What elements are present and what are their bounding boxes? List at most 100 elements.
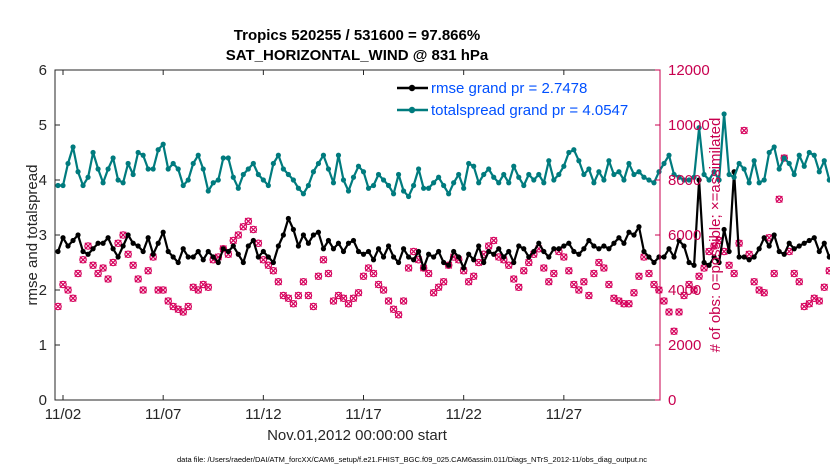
totalspread-point (150, 166, 156, 172)
rmse-point (501, 254, 507, 260)
obs-assimilated-marker (249, 225, 257, 234)
totalspread-point (601, 177, 607, 183)
obs-point (284, 294, 293, 303)
obs-possible-marker (204, 283, 213, 292)
totalspread-point (786, 160, 792, 167)
obs-possible-marker (825, 266, 830, 275)
obs-assimilated-marker (650, 280, 658, 289)
rmse-point (426, 251, 432, 257)
legend-spread-marker (408, 106, 416, 114)
rmse-point (546, 254, 552, 260)
rmse-point (511, 259, 517, 266)
obs-possible-marker (179, 308, 188, 316)
rmse-point (185, 254, 191, 260)
obs-assimilated-marker (510, 275, 518, 283)
totalspread-point (506, 180, 512, 186)
totalspread-point (320, 152, 327, 158)
obs-assimilated-marker (720, 247, 728, 256)
obs-assimilated-marker (74, 269, 82, 278)
obs-point (680, 291, 688, 300)
totalspread-point (285, 171, 291, 178)
obs-assimilated-marker (570, 280, 578, 289)
obs-point (324, 269, 333, 278)
totalspread-point (170, 160, 176, 167)
obs-possible-marker (665, 308, 673, 316)
totalspread-point (621, 177, 627, 183)
obs-possible-marker (144, 266, 152, 275)
rmse-point (481, 259, 487, 266)
totalspread-point (526, 171, 532, 178)
obs-possible-marker (805, 299, 814, 308)
rmse-point (621, 240, 627, 246)
totalspread-point (681, 177, 687, 183)
totalspread-point (631, 171, 637, 178)
obs-assimilated-marker (124, 250, 132, 258)
obs-possible-marker (264, 261, 273, 270)
totalspread-point (210, 180, 216, 186)
totalspread-point (801, 163, 807, 169)
totalspread-point (701, 171, 707, 178)
totalspread-point (100, 180, 106, 186)
x-tick-label: 11/12 (245, 406, 281, 423)
rmse-point (461, 265, 467, 271)
obs-assimilated-marker (244, 217, 252, 225)
obs-possible-marker (104, 275, 112, 283)
obs-assimilated-marker (64, 286, 72, 294)
y-axis-label-right: # of obs: o=possible; ×=assimilated (707, 118, 724, 353)
rmse-point (456, 254, 462, 260)
rmse-point (676, 237, 682, 244)
totalspread-point (821, 158, 827, 164)
obs-possible-marker (504, 261, 513, 270)
totalspread-point (195, 152, 201, 158)
obs-assimilated-marker (745, 250, 753, 258)
rmse-point (75, 232, 81, 238)
obs-possible-marker (424, 269, 433, 278)
totalspread-point (496, 180, 502, 186)
obs-assimilated-marker (715, 236, 723, 245)
totalspread-point (611, 171, 617, 178)
rmse-point (576, 251, 582, 257)
totalspread-point (105, 166, 111, 172)
totalspread-point (741, 166, 747, 172)
obs-possible-marker (590, 269, 598, 278)
obs-point (109, 258, 117, 267)
totalspread-point (110, 155, 116, 161)
rmse-point (105, 235, 111, 241)
obs-point (585, 291, 593, 300)
rmse-point (255, 254, 261, 260)
rmse-point (706, 262, 712, 268)
obs-possible-marker (69, 294, 77, 303)
x-tick-label: 11/27 (546, 406, 582, 423)
obs-point (514, 283, 523, 292)
obs-point (660, 297, 668, 305)
totalspread-point (451, 180, 457, 186)
totalspread-point (310, 169, 317, 175)
obs-assimilated-marker (144, 267, 152, 275)
totalspread-point (816, 169, 822, 175)
totalspread-point (365, 185, 372, 191)
obs-point (269, 266, 278, 275)
rmse-point (441, 259, 447, 266)
obs-assimilated-marker (254, 239, 262, 247)
obs-assimilated-marker (189, 283, 197, 291)
x-tick-label: 11/02 (45, 406, 81, 423)
y-tick-label-right: 10000 (668, 117, 710, 134)
totalspread-point (436, 174, 442, 180)
obs-assimilated-marker (795, 278, 803, 286)
obs-possible-marker (159, 286, 167, 294)
totalspread-point (486, 166, 492, 172)
obs-point (605, 280, 613, 289)
obs-assimilated-marker (550, 269, 558, 278)
totalspread-point (811, 152, 817, 158)
obs-assimilated-marker (595, 258, 603, 267)
obs-assimilated-marker (374, 280, 383, 289)
totalspread-point (120, 180, 126, 186)
obs-point (560, 253, 568, 261)
obs-point (675, 308, 683, 316)
rmse-point (325, 237, 332, 244)
rmse-point (656, 254, 662, 260)
obs-point (575, 286, 583, 294)
rmse-point (551, 246, 557, 252)
obs-point (144, 266, 152, 275)
obs-assimilated-marker (730, 269, 738, 278)
